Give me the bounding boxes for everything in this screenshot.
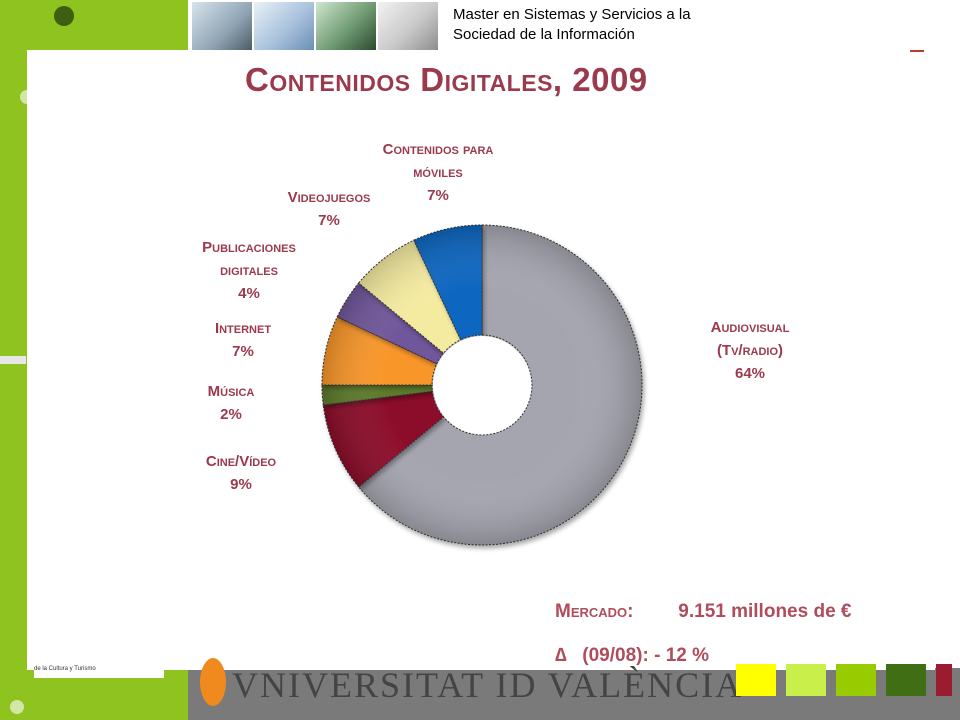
delta-label: (09/08): <box>582 645 649 666</box>
header-photo <box>316 2 376 50</box>
owl-logo <box>200 658 226 706</box>
slice-label: Música <box>208 383 255 400</box>
market-label: Mercado: <box>555 601 634 622</box>
slice-label: móviles <box>413 164 463 181</box>
slice-label: Audiovisual <box>711 319 790 336</box>
header-photos <box>192 2 438 50</box>
slice-value-label: 2% <box>220 406 242 423</box>
slide-title: Contenidos Digitales, 2009 <box>245 61 648 98</box>
slice-value-label: 64% <box>735 365 765 382</box>
slice-value-label: 9% <box>230 476 252 493</box>
slice-label: (Tv/radio) <box>717 342 783 359</box>
slice-label: Videojuegos <box>288 189 371 206</box>
footer-bar <box>188 668 960 720</box>
program-line-1: Master en Sistemas y Servicios a la <box>453 6 691 23</box>
slice-label: Internet <box>215 320 271 337</box>
market-value: 9.151 millones de € <box>678 601 852 622</box>
color-square <box>886 664 926 696</box>
market-summary: Mercado: 9.151 millones de € ∆ (09/08): … <box>555 590 851 678</box>
slice-value-label: 7% <box>427 187 449 204</box>
delta-symbol: ∆ <box>555 645 567 666</box>
slice-label: Contenidos para <box>383 141 494 158</box>
slice-label: digitales <box>220 262 278 279</box>
decor-stripe <box>0 356 26 364</box>
market-row: Mercado: 9.151 millones de € <box>555 590 851 634</box>
slice-value-label: 7% <box>232 343 254 360</box>
color-square <box>836 664 876 696</box>
program-line-2: Sociedad de la Información <box>453 26 635 43</box>
color-square <box>736 664 776 696</box>
color-square <box>786 664 826 696</box>
slice-label: Publicaciones <box>202 239 296 256</box>
slice-value-label: 4% <box>238 285 260 302</box>
header-photo <box>192 2 252 50</box>
color-square <box>936 664 952 696</box>
delta-value: - 12 % <box>654 645 710 666</box>
decor-circle <box>10 700 24 714</box>
decor-circle <box>54 6 74 26</box>
decor-dash <box>910 50 924 52</box>
header-photo <box>378 2 438 50</box>
header-photo <box>254 2 314 50</box>
donut-hole <box>433 336 531 434</box>
sponsor-text: de la Cultura y Turismo <box>34 666 164 678</box>
university-logo: VNIVERSITAT ID VALÈNCIA <box>232 665 744 705</box>
program-name: Master en Sistemas y Servicios a la Soci… <box>453 5 691 45</box>
slice-value-label: 7% <box>318 212 340 229</box>
delta-row: ∆ (09/08): - 12 % <box>555 634 851 678</box>
slice-label: Cine/Vídeo <box>206 453 277 470</box>
